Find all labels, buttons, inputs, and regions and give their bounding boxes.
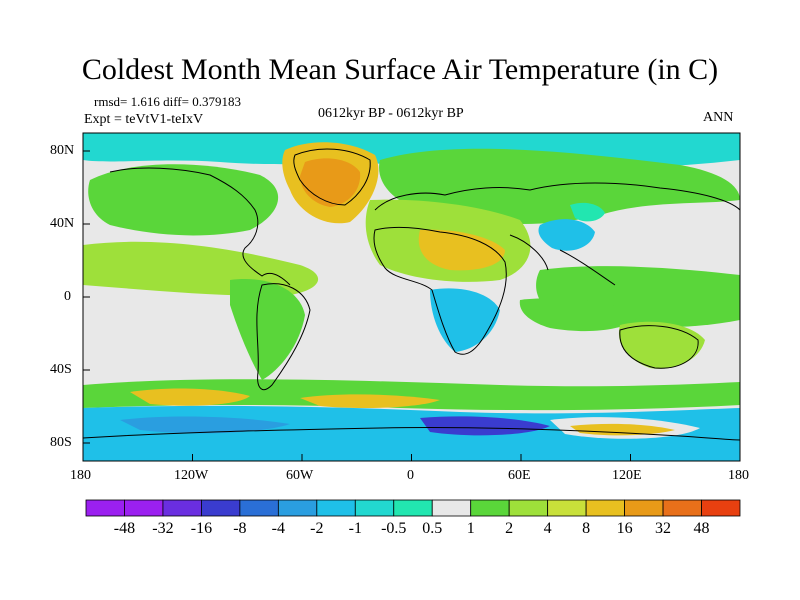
antarctic-warm-streak xyxy=(570,423,675,436)
colorbar-box-5 xyxy=(277,499,318,517)
colorbar-box-12 xyxy=(547,499,587,517)
siberia-green xyxy=(379,148,740,225)
lon-label-0: 0 xyxy=(407,468,414,483)
lon-label-60e: 60E xyxy=(508,468,531,483)
antarctica-coast xyxy=(82,426,741,441)
colorbar-box-8 xyxy=(393,499,433,517)
australia-green xyxy=(618,321,705,369)
colorbar-label-4: -4 xyxy=(271,520,286,537)
colorbar-label-2: -16 xyxy=(190,520,213,537)
south-pacific-warm xyxy=(130,388,250,406)
colorbar-label-9: 1 xyxy=(466,520,475,537)
north-america-coast xyxy=(109,167,291,286)
colorbar-label-14: 32 xyxy=(655,520,672,537)
colorbar-label-12: 8 xyxy=(582,520,591,537)
temperature-field xyxy=(83,133,740,461)
colorbar-box-2 xyxy=(162,499,202,517)
south-atlantic-warm xyxy=(300,394,440,408)
map-title: Coldest Month Mean Surface Air Temperatu… xyxy=(81,53,719,86)
colorbar-label-10: 2 xyxy=(505,520,514,537)
colorbar-label-11: 4 xyxy=(543,520,552,537)
sahara-warm xyxy=(418,229,505,271)
lon-label-60w: 60W xyxy=(286,468,314,483)
colorbar-label-5: -2 xyxy=(310,520,324,537)
colorbar-box-10 xyxy=(470,499,510,517)
tibet-blue xyxy=(538,219,595,251)
greenland-coast xyxy=(293,148,371,206)
longitude-ticks xyxy=(82,454,741,461)
colorbar-box-0 xyxy=(85,499,125,517)
africa-coast xyxy=(373,226,507,355)
experiment-label: Expt = teVtV1-teIxV xyxy=(84,112,204,127)
colorbar-box-16 xyxy=(701,499,741,517)
lon-label-120w: 120W xyxy=(174,468,209,483)
colorbar-box-13 xyxy=(585,499,625,517)
lon-label-180e: 180 xyxy=(728,468,749,483)
colorbar-box-6 xyxy=(316,499,356,517)
antarctic-deep-blue xyxy=(420,416,550,436)
lat-label-80s: 80S xyxy=(50,435,72,450)
south-america-green xyxy=(230,279,305,380)
lat-label-40n: 40N xyxy=(50,216,75,231)
colorbar-label-13: 16 xyxy=(616,520,633,537)
colorbar-box-3 xyxy=(201,499,241,517)
colorbar-box-11 xyxy=(508,499,549,517)
lat-label-0: 0 xyxy=(64,289,71,304)
lon-label-180w: 180 xyxy=(70,468,91,483)
colorbar-label-3: -8 xyxy=(233,520,247,537)
colorbar-label-8: 0.5 xyxy=(422,520,443,537)
colorbar-box-15 xyxy=(662,499,702,517)
colorbar-box-4 xyxy=(239,499,279,517)
season-label: ANN xyxy=(703,110,734,125)
lat-label-40s: 40S xyxy=(50,362,72,377)
period-label: 0612kyr BP - 0612kyr BP xyxy=(318,106,464,121)
colorbar-box-9 xyxy=(431,499,472,517)
coastlines xyxy=(82,148,741,441)
lon-label-120e: 120E xyxy=(612,468,642,483)
south-america-coast xyxy=(256,283,311,390)
southern-ocean-green xyxy=(83,379,740,411)
colorbar-box-14 xyxy=(624,499,664,517)
asia-cyan-spot xyxy=(570,202,605,222)
eurasia-coast xyxy=(374,182,741,286)
colorbar-box-7 xyxy=(354,499,395,517)
australia-coast xyxy=(619,325,699,369)
colorbar-label-7: -0.5 xyxy=(381,520,407,537)
colorbar-label-0: -48 xyxy=(113,520,136,537)
colorbar-label-1: -32 xyxy=(152,520,174,537)
rmsd-diff-label: rmsd= 1.616 diff= 0.379183 xyxy=(94,94,241,109)
indian-ocean-green xyxy=(519,298,640,332)
antarctic-mid-blue xyxy=(120,416,290,434)
colorbar-label-6: -1 xyxy=(348,520,362,537)
lat-label-80n: 80N xyxy=(50,143,75,158)
colorbar-label-15: 48 xyxy=(693,520,710,537)
colorbar-box-1 xyxy=(124,499,164,517)
colorbar xyxy=(85,499,741,517)
latitude-ticks xyxy=(83,150,90,444)
north-america-green xyxy=(88,164,279,236)
